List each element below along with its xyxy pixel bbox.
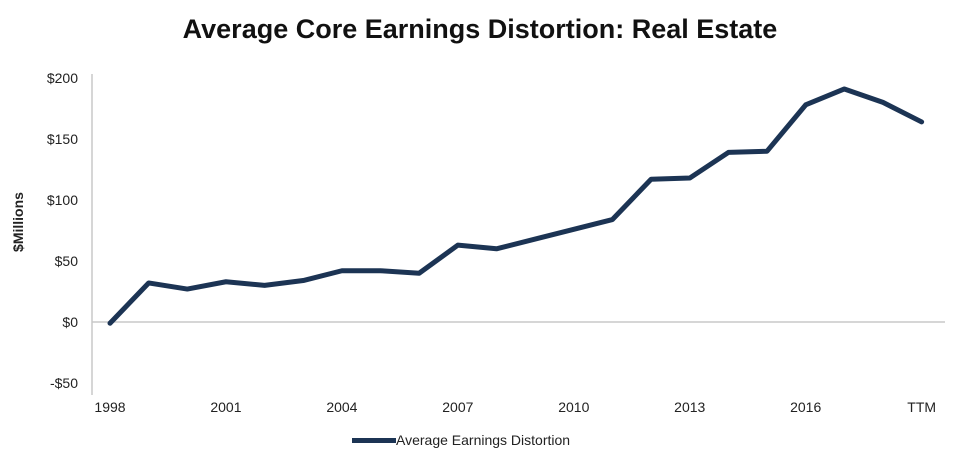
x-tick-label: 1998 <box>94 399 125 415</box>
series-line <box>107 86 925 326</box>
x-tick-label: 2016 <box>790 399 821 415</box>
y-tick-label: -$50 <box>50 375 78 391</box>
x-tick-label: TTM <box>907 399 936 415</box>
x-tick-label: 2007 <box>442 399 473 415</box>
y-tick-label: $150 <box>47 131 78 147</box>
y-tick-label: $100 <box>47 192 78 208</box>
chart-title: Average Core Earnings Distortion: Real E… <box>182 14 778 44</box>
y-tick-label: $50 <box>55 253 79 269</box>
x-tick-label: 2010 <box>558 399 589 415</box>
legend-swatch <box>352 437 396 443</box>
y-tick-label: $200 <box>47 70 78 86</box>
legend: Average Earnings Distortion <box>352 432 570 448</box>
x-tick-label: 2001 <box>210 399 241 415</box>
y-axis-label: $Millions <box>10 192 26 252</box>
y-tick-label: $0 <box>62 314 78 330</box>
x-tick-label: 2013 <box>674 399 705 415</box>
x-tick-label: 2004 <box>326 399 357 415</box>
legend-label: Average Earnings Distortion <box>396 432 571 448</box>
